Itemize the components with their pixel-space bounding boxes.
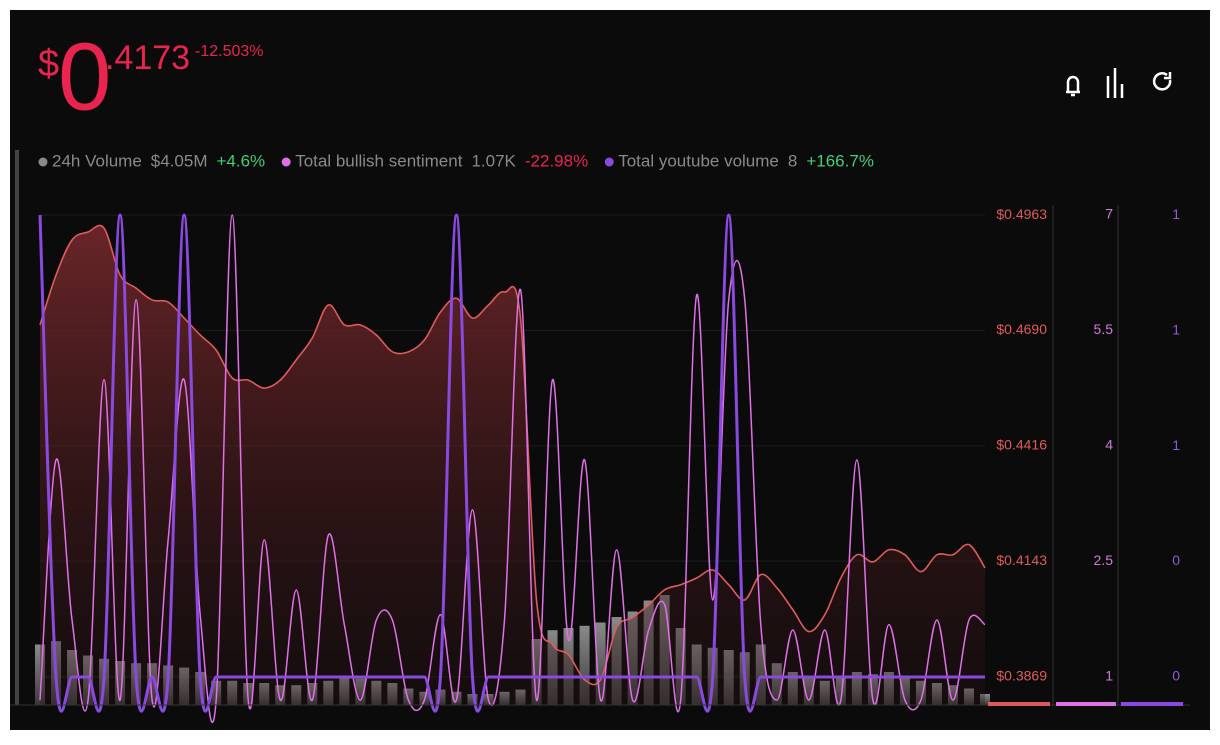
tick-label: $0.4690 (996, 321, 1047, 337)
bars-icon[interactable] (1106, 68, 1124, 98)
volume-bar (595, 622, 606, 705)
price-area (40, 225, 985, 705)
tick-label: 1 (1172, 321, 1180, 337)
axis-bar (1121, 702, 1183, 706)
side-bar (15, 150, 19, 705)
tick-label: 5.5 (1094, 321, 1114, 337)
axis-bar (988, 702, 1050, 706)
price-decimals: .4173 (105, 39, 190, 77)
tick-label: $0.3869 (996, 667, 1047, 683)
price-symbol: $ (38, 43, 59, 85)
tick-label: 4 (1105, 437, 1113, 453)
tick-label: 1 (1172, 437, 1180, 453)
legend-name: Total youtube volume (618, 151, 779, 170)
series-line (38, 213, 985, 713)
tick-label: 2.5 (1094, 552, 1114, 568)
legend-dot (38, 157, 48, 167)
volume-bar (579, 625, 590, 705)
toolbar (1066, 68, 1172, 98)
legend-value: 8 (788, 151, 797, 170)
price-integer: 0 (58, 23, 111, 130)
refresh-icon[interactable] (1152, 72, 1172, 91)
legend-change: -22.98% (525, 151, 588, 170)
legend: 24h Volume $4.05M +4.6% Total bullish senti… (38, 151, 874, 170)
tick-label: 0 (1172, 668, 1180, 684)
tick-label: 1 (1172, 206, 1180, 222)
legend-name: Total bullish sentiment (295, 151, 463, 170)
tick-label: 0 (1172, 552, 1180, 568)
legend-dot (281, 157, 291, 167)
plot (35, 213, 990, 723)
series-line (39, 214, 986, 723)
tick-label: 1 (1105, 668, 1113, 684)
legend-dot (604, 157, 614, 167)
legend-name: 24h Volume (52, 151, 142, 170)
legend-change: +166.7% (806, 151, 874, 170)
tick-label: $0.4416 (996, 437, 1047, 453)
price-change: -12.503% (195, 43, 264, 60)
tick-label: 7 (1105, 206, 1113, 222)
legend-change: +4.6% (217, 151, 266, 170)
series-line (39, 224, 986, 686)
axis-bar (1056, 702, 1116, 706)
legend-value: $4.05M (151, 151, 208, 170)
tick-label: $0.4963 (996, 206, 1047, 222)
tick-label: $0.4143 (996, 552, 1047, 568)
bell-icon[interactable] (1066, 75, 1080, 97)
legend-value: 1.07K (471, 151, 516, 170)
